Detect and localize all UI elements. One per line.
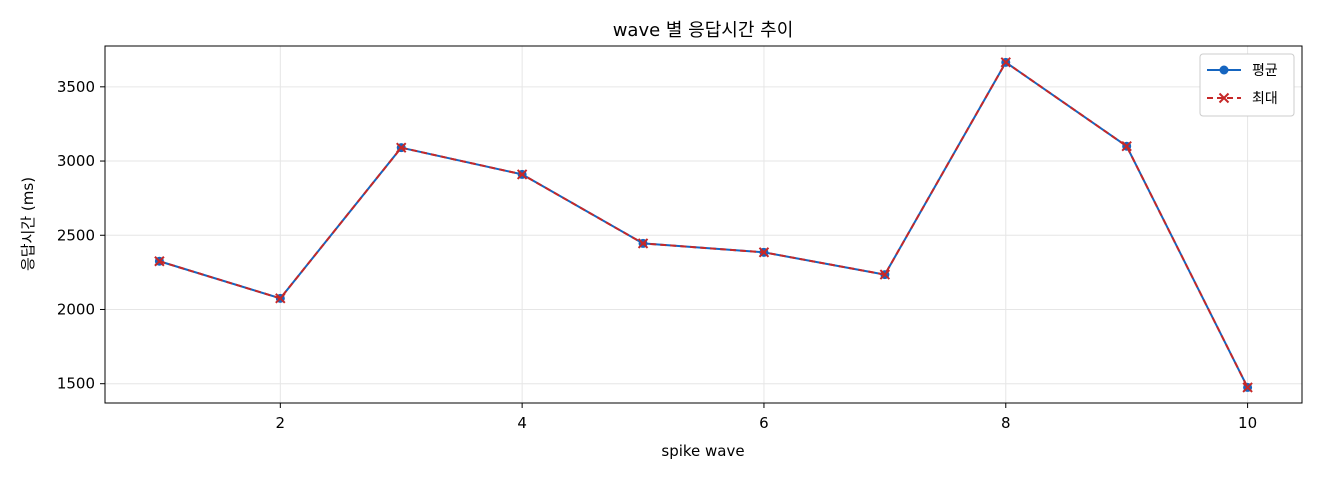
x-tick-label: 10 [1238,414,1257,432]
x-axis-ticks: 2 4 6 8 10 [276,403,1257,432]
series-line [159,61,1249,388]
x-axis-label: spike wave [661,442,744,460]
data-point [275,293,286,304]
x-tick-label: 8 [1001,414,1011,432]
series-line [159,61,1249,388]
y-tick-label: 1500 [57,375,95,393]
x-tick-label: 2 [276,414,286,432]
y-axis-label: 응답시간 (ms) [19,177,37,271]
legend-label-max: 최대 [1252,91,1278,107]
chart-title: wave 별 응답시간 추이 [613,20,794,41]
y-tick-label: 3500 [57,78,95,96]
data-point [396,142,407,153]
data-point [154,256,165,267]
data-point [1121,140,1132,152]
data-point [516,169,528,180]
y-tick-label: 2500 [57,226,95,244]
data-point [758,247,770,258]
data-point [1242,382,1253,393]
plot-frame [104,45,1303,404]
legend: 평균 최대 [1199,53,1295,117]
series-layer [154,57,1253,393]
data-point [637,238,649,249]
series-avg [154,57,1253,392]
legend-marker-avg [1219,65,1229,75]
data-point [1000,57,1011,68]
grid [105,46,1302,403]
y-axis-ticks: 1500 2000 2500 3000 3500 [57,78,105,393]
y-tick-label: 2000 [57,300,95,318]
data-point [879,269,891,280]
legend-label-avg: 평균 [1252,63,1278,79]
x-tick-label: 6 [759,414,769,432]
series-max [154,57,1253,393]
legend-box [1199,53,1295,117]
x-tick-label: 4 [517,414,527,432]
legend-marker-max [1218,92,1230,104]
y-tick-label: 3000 [57,152,95,170]
